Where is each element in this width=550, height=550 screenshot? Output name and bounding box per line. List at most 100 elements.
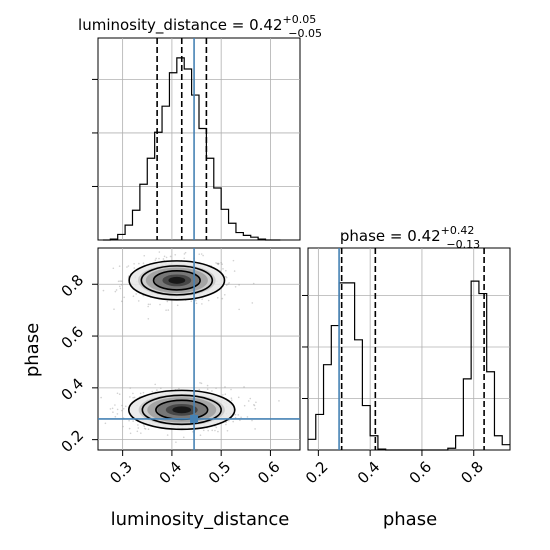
sample-point [224,393,227,396]
sample-point [118,285,121,288]
sample-point [137,424,139,426]
sample-point [221,297,224,300]
sample-point [211,429,214,432]
y-axis-label-phase: phase [22,323,43,377]
sample-point [243,386,245,388]
sample-point [232,259,235,262]
joint-ytick-label: 0.4 [58,375,88,405]
sample-point [226,429,229,432]
sample-point [254,428,256,430]
sample-point [216,296,219,299]
sample-point [155,257,157,260]
sample-point [237,414,240,416]
sample-point [114,404,116,406]
contour-line [141,394,222,426]
sample-point [114,415,117,418]
sample-point [174,253,177,256]
joint-ytick-label: 0.8 [58,271,88,301]
sample-point [119,280,121,282]
lum-title-minus: −0.05 [288,27,322,40]
sample-point [183,257,186,260]
sample-point [224,386,226,388]
sample-point [163,255,166,258]
sample-point [243,404,246,407]
sample-point [230,397,233,400]
contour-line [152,270,201,291]
sample-point [176,304,179,307]
sample-point [127,265,130,267]
sample-point [122,407,125,410]
sample-point [115,289,118,291]
sample-point [216,262,219,265]
phase-hist-panel: 0.2 0.4 0.6 0.8 phase = 0.42+0.42 −0.13 [302,224,511,488]
sample-point [165,309,167,311]
phase-hist-step-line [308,280,510,451]
lum-title-param: luminosity_distance [78,16,227,35]
sample-point [142,262,145,264]
joint-xtick-label: 0.5 [205,458,235,488]
sample-point [222,268,224,270]
sample-point [102,289,105,292]
sample-point [253,404,256,407]
sample-point [132,295,135,298]
sample-point [116,408,119,411]
sample-point [117,280,120,283]
sample-point [118,393,121,395]
sample-point [158,257,160,260]
sample-point [206,384,209,387]
joint-xtick-label: 0.6 [254,458,284,488]
sample-point [121,404,123,407]
sample-point [227,283,229,285]
sample-point [202,254,204,257]
sample-point [104,422,107,425]
contour-line [128,260,226,301]
joint-ytick-label: 0.6 [58,323,88,353]
sample-point [206,388,209,390]
sample-point [201,303,203,305]
sample-point [112,267,115,270]
phase-title-median: 0.42 [407,227,440,245]
sample-point [112,411,114,414]
sample-point [199,434,202,437]
sample-point [160,387,162,390]
sample-point [142,294,145,297]
sample-point [237,396,240,399]
sample-point [114,290,117,293]
sample-point [124,405,127,408]
sample-point [133,263,135,265]
sample-point [254,407,257,410]
sample-point [207,299,210,302]
sample-point [251,302,254,304]
joint-xtick-label: 0.3 [106,458,136,488]
sample-point [246,416,249,418]
sample-point [169,255,172,258]
sample-point [225,275,227,278]
phase-xtick-label: 0.6 [406,458,436,488]
sample-point [129,396,131,398]
x-axis-label-phase: phase [383,509,437,530]
sample-point [214,429,216,432]
joint-yticks: 0.2 0.4 0.6 0.8 [58,271,98,456]
sample-point [132,420,134,422]
sample-point [167,309,170,311]
sample-point [143,427,146,430]
sample-point [143,254,146,257]
sample-point [132,392,134,395]
sample-point [190,300,193,303]
sample-point [184,251,187,254]
sample-point [147,428,150,431]
sample-point [225,284,228,286]
sample-point [228,282,230,284]
sample-point [217,262,220,265]
sample-point [232,420,234,423]
sample-point [120,300,123,303]
lum-hist-quantiles [156,38,208,240]
lum-hist-panel: luminosity_distance = 0.42+0.05 −0.05 [78,13,322,241]
sample-point [143,425,146,428]
sample-point [175,441,177,443]
sample-point [233,270,236,272]
sample-point [120,283,123,286]
sample-point [220,261,222,264]
sample-point [136,430,139,433]
phase-xtick-label: 0.4 [354,458,384,488]
